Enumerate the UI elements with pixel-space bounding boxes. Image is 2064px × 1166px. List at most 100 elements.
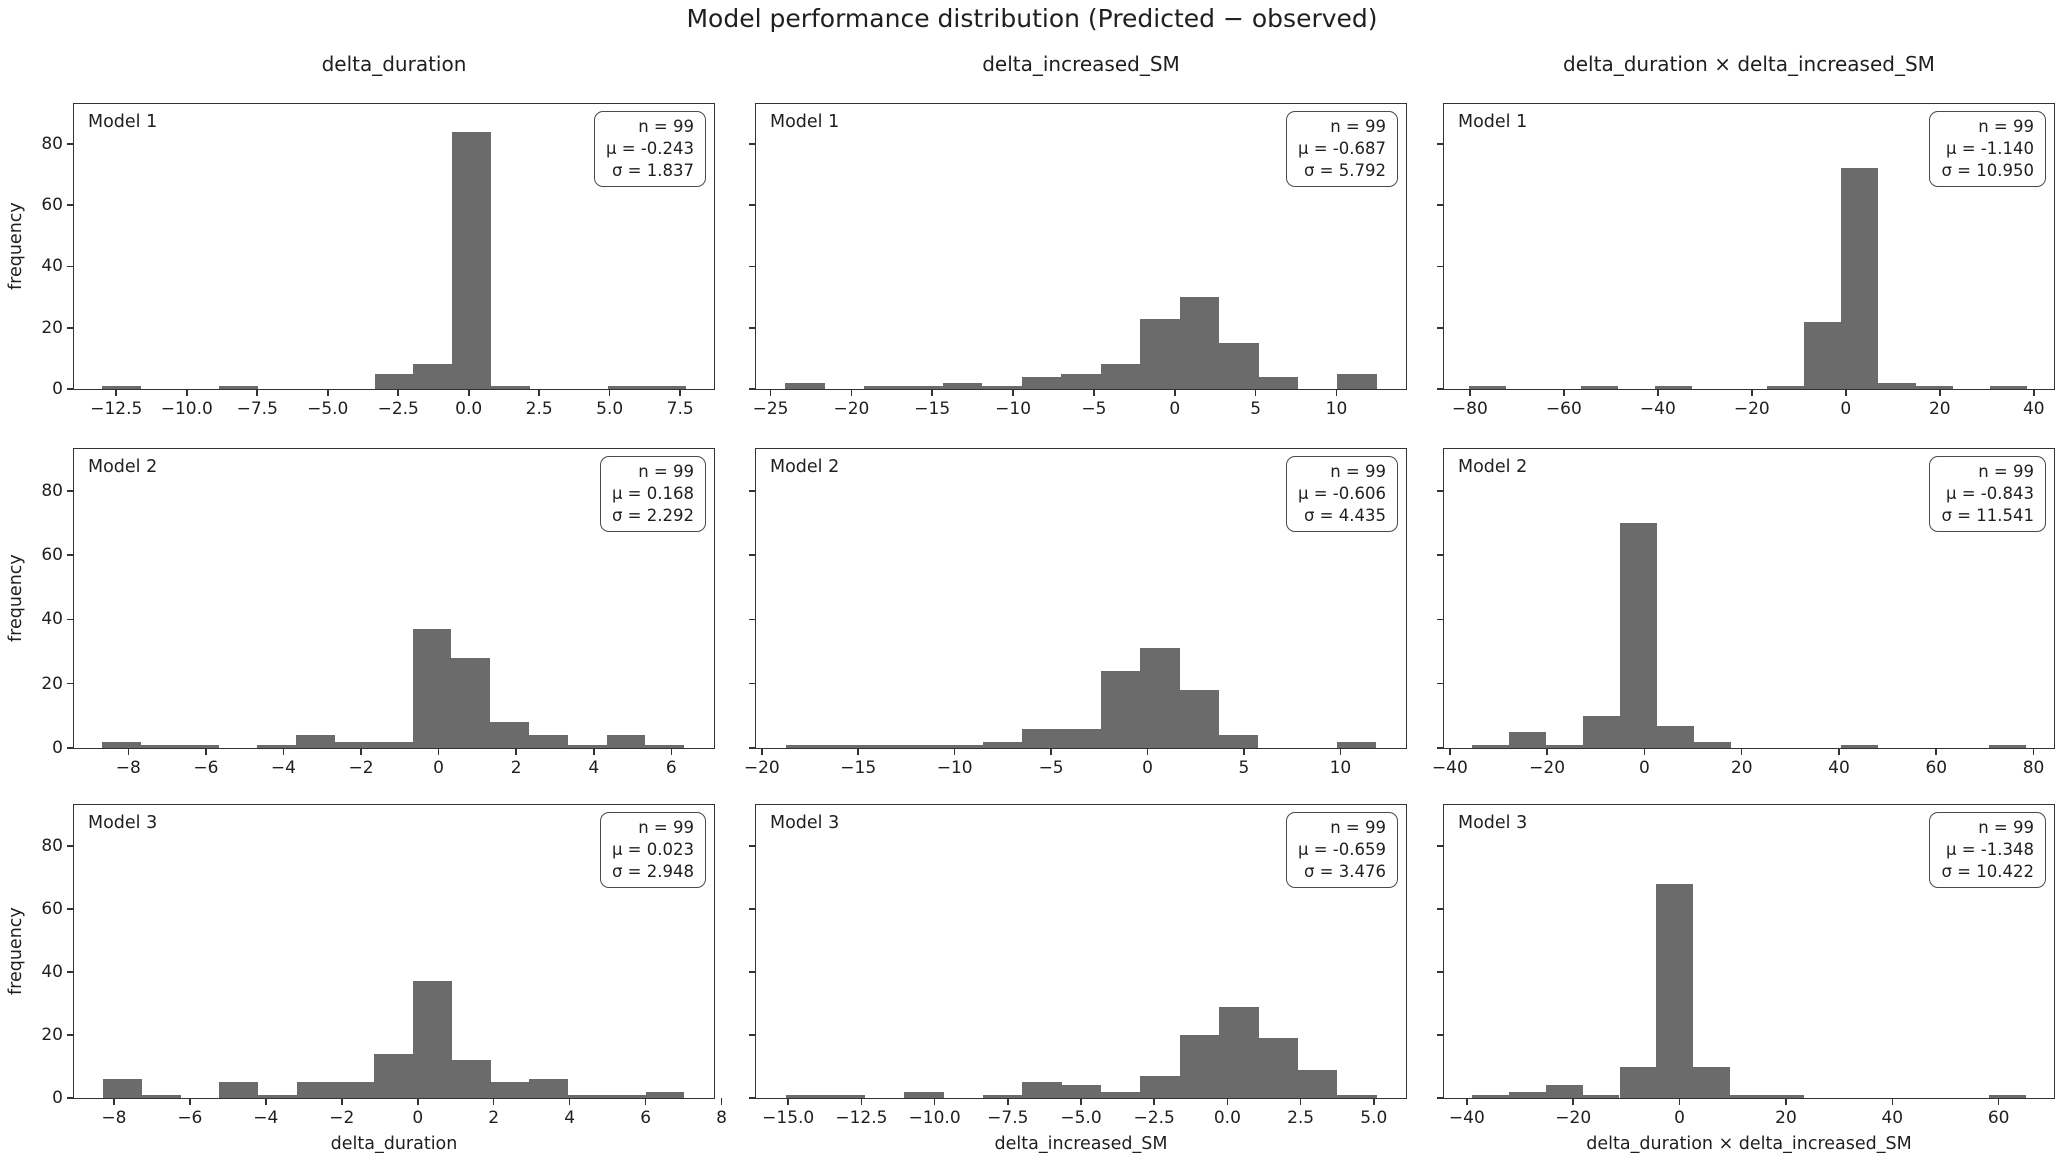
histogram-bar	[1179, 1035, 1220, 1098]
x-tick-label: −40	[1431, 758, 1468, 778]
x-tick-label: 20	[1775, 1108, 1797, 1128]
x-tick-label: 0	[412, 1108, 424, 1128]
figure-title: Model performance distribution (Predicte…	[686, 4, 1378, 33]
histogram-bar	[1841, 168, 1879, 389]
histogram-bar	[374, 1053, 414, 1098]
histogram-bar	[982, 1094, 1023, 1098]
stat-sigma: σ = 1.837	[611, 160, 694, 180]
histogram-bar	[1582, 1094, 1620, 1098]
x-tick-mark	[256, 389, 259, 396]
histogram-bar	[786, 1094, 826, 1098]
x-tick-label: −60	[1545, 399, 1582, 419]
histogram-panel-model3-delta-duration: Model 3 n = 99 μ = 0.023 σ = 2.948 −8 −6 −…	[41, 804, 727, 1128]
x-tick-mark	[850, 389, 853, 396]
y-tick-mark	[67, 1097, 74, 1099]
x-tick-label: 0	[1674, 1108, 1686, 1128]
histogram-bar	[1218, 735, 1259, 748]
y-tick-label: 60	[41, 898, 63, 919]
x-tick-label: −2	[348, 758, 374, 778]
y-tick-mark	[67, 489, 74, 492]
histogram-bar	[1841, 744, 1879, 748]
histogram-bar	[1179, 690, 1219, 748]
histogram-bar	[1545, 744, 1583, 748]
y-tick-mark	[67, 971, 74, 973]
stat-n: n = 99	[1330, 117, 1386, 136]
histogram-bar	[1101, 1091, 1141, 1098]
x-tick-label: −12.5	[90, 399, 143, 419]
histogram-bar	[864, 744, 905, 748]
x-tick-label: −15	[840, 758, 877, 778]
x-tick-label: −40	[1639, 399, 1676, 419]
histogram-panel-model1-product: Model 1 n = 99 μ = -1.140 σ = 10.950 −80…	[1437, 103, 2055, 419]
histogram-bar	[102, 741, 142, 748]
x-tick-label: 0.0	[1213, 1108, 1241, 1128]
x-tick-mark	[1657, 389, 1659, 396]
x-tick-mark	[416, 1098, 419, 1105]
x-tick-mark	[1243, 748, 1245, 755]
x-tick-mark	[1891, 1098, 1894, 1105]
x-tick-label: 0	[1142, 758, 1153, 778]
histogram-bar	[864, 385, 904, 389]
histogram-bar	[1179, 297, 1220, 389]
x-tick-label: −5	[1038, 758, 1064, 778]
histogram-bar	[1582, 715, 1620, 748]
x-tick-mark	[1146, 748, 1149, 755]
x-tick-label: 2	[510, 758, 522, 778]
x-tick-mark	[1339, 748, 1342, 755]
histogram-panel-model2-product: Model 2 n = 99 μ = -0.843 σ = 11.541 −40…	[1432, 448, 2055, 778]
stat-n: n = 99	[638, 462, 694, 481]
histogram-bar	[1061, 373, 1101, 389]
model-label: Model 1	[88, 112, 158, 132]
y-tick-label: 0	[52, 1088, 63, 1108]
stat-mu: μ = 0.168	[611, 483, 694, 503]
x-tick-mark	[1785, 1098, 1787, 1105]
histogram-bar	[982, 741, 1023, 748]
histogram-bar	[1219, 1006, 1259, 1098]
x-axis-label-delta-duration: delta_duration	[330, 1134, 458, 1154]
y-tick-mark	[1437, 1097, 1444, 1099]
x-tick-label: 60	[1925, 758, 1948, 778]
model-label: Model 2	[1458, 457, 1528, 477]
y-tick-mark	[1437, 971, 1444, 973]
stats-box: n = 99 μ = -0.843 σ = 11.541	[1929, 456, 2046, 533]
histogram-bar	[1471, 1094, 1509, 1098]
x-tick-label: 20	[1730, 758, 1753, 778]
x-tick-label: 2	[488, 1108, 500, 1128]
column-title-product: delta_duration × delta_increased_SM	[1563, 52, 1935, 76]
histogram-panel-model3-delta-increased-sm: Model 3 n = 99 μ = -0.659 σ = 3.476 −15.…	[749, 804, 1407, 1128]
x-tick-label: −5	[1081, 399, 1107, 419]
x-tick-label: 5	[1250, 399, 1262, 419]
histogram-bar	[786, 744, 826, 748]
histogram-bar	[1219, 343, 1259, 389]
stat-sigma: σ = 10.950	[1941, 160, 2034, 180]
histogram-bar	[1022, 728, 1062, 748]
y-tick-label: 20	[41, 317, 63, 338]
x-tick-label: −80	[1451, 399, 1488, 419]
y-tick-mark	[749, 747, 756, 749]
histogram-bar	[1021, 376, 1062, 389]
x-tick-mark	[2032, 748, 2035, 755]
x-tick-mark	[538, 389, 540, 396]
y-tick-mark	[67, 845, 74, 847]
histogram-bar	[1989, 1094, 2027, 1098]
x-tick-mark	[340, 1098, 343, 1105]
y-tick-mark	[749, 682, 756, 685]
x-tick-mark	[185, 389, 188, 396]
histogram-bar	[258, 1094, 297, 1098]
histogram-bar	[982, 385, 1022, 389]
stat-mu: μ = -0.243	[605, 138, 694, 158]
y-tick-label: 40	[41, 256, 63, 277]
x-tick-label: −10	[936, 758, 973, 778]
x-tick-mark	[1997, 1098, 2000, 1105]
y-tick-mark	[1437, 1034, 1444, 1036]
y-tick-mark	[1437, 326, 1444, 329]
histogram-bar	[1100, 670, 1141, 748]
histogram-bar	[451, 1060, 491, 1098]
stat-sigma: σ = 3.476	[1303, 861, 1386, 881]
histogram-bar	[528, 735, 568, 748]
histogram-bar	[646, 385, 686, 389]
x-tick-mark	[1939, 389, 1941, 396]
y-tick-mark	[1437, 204, 1444, 206]
stat-mu: μ = -0.606	[1297, 483, 1386, 503]
stat-mu: μ = -1.348	[1945, 839, 2034, 859]
